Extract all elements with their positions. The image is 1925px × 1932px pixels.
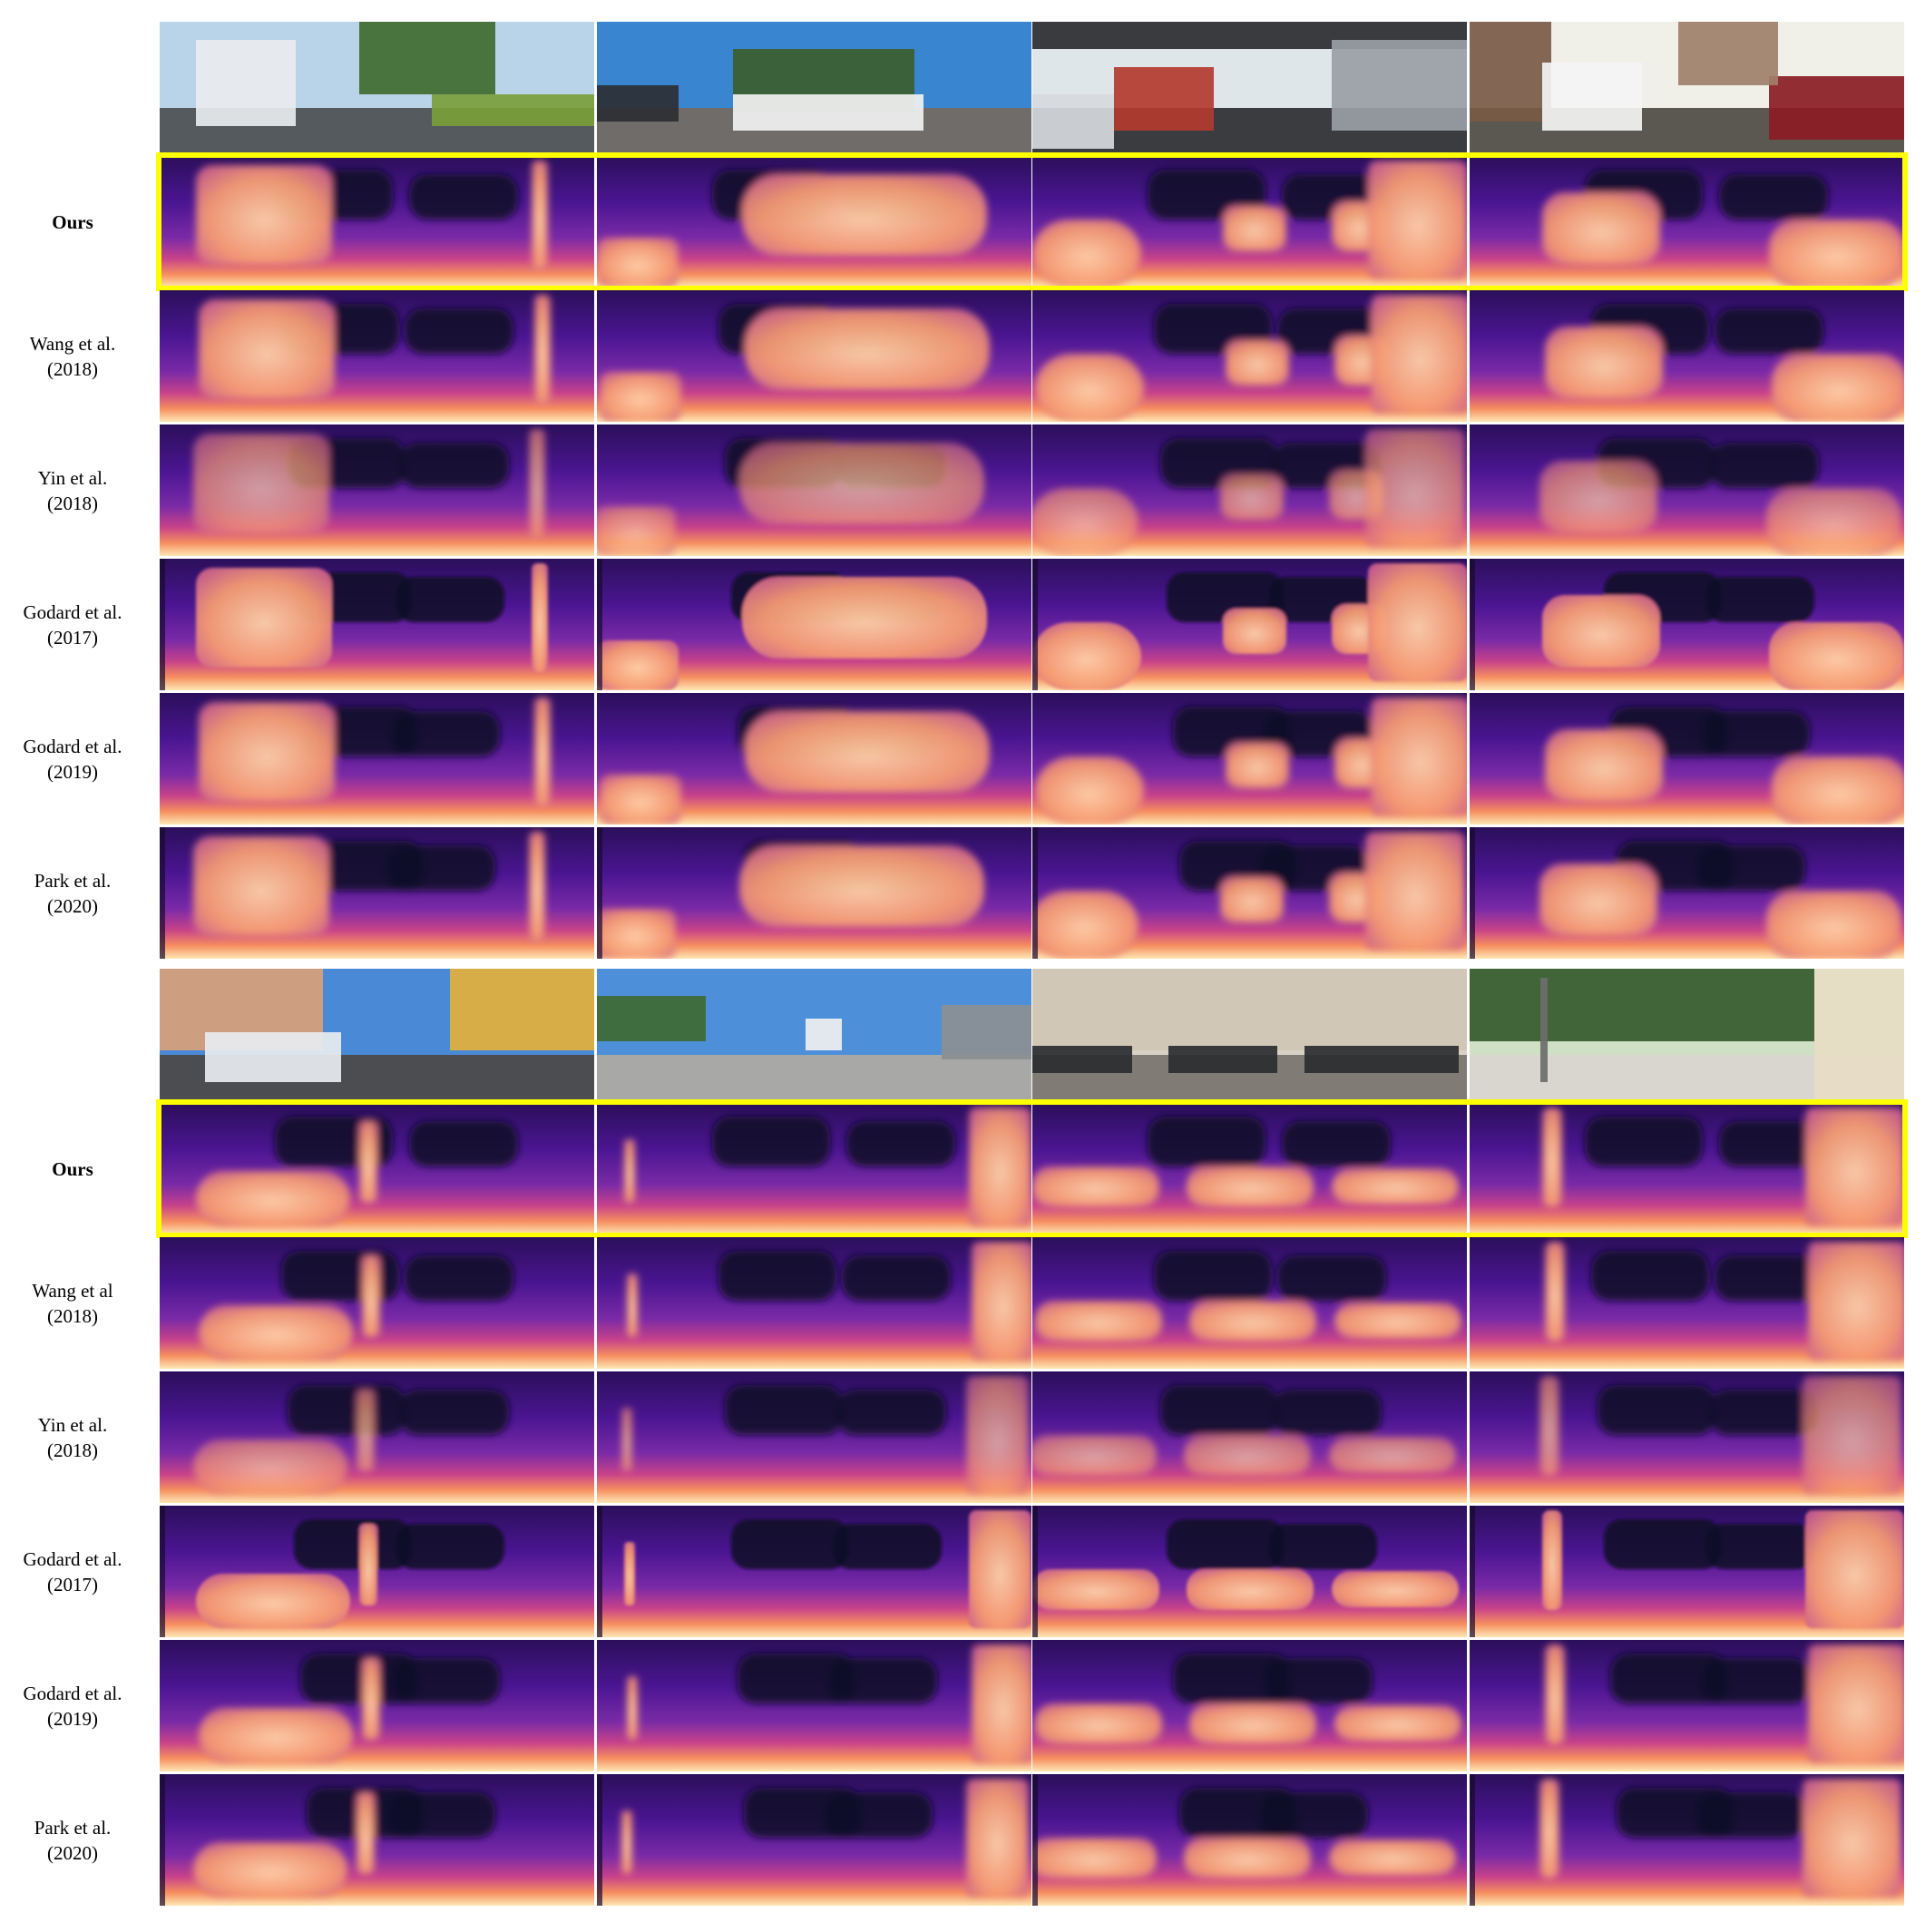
depth-map [160, 1506, 594, 1637]
row-label-line2: (2019) [47, 1707, 98, 1730]
depth-map [597, 693, 1031, 825]
depth-map [160, 156, 594, 288]
depth-map [597, 156, 1031, 288]
depth-map [1032, 559, 1467, 690]
row-label-line1: Ours [52, 1157, 93, 1180]
row-label-line1: Yin et al. [37, 466, 108, 489]
depth-map [160, 290, 594, 422]
depth-map [1032, 290, 1467, 422]
row-label-line1: Wang et al [32, 1279, 113, 1302]
depth-map [597, 290, 1031, 422]
row-label: Ours [0, 210, 145, 235]
depth-map [1470, 1103, 1904, 1234]
row-label-line2: (2018) [47, 492, 98, 514]
input-image [160, 969, 594, 1100]
depth-map [1032, 1371, 1467, 1503]
depth-map [1032, 1640, 1467, 1771]
depth-map [160, 1371, 594, 1503]
depth-map [1470, 1774, 1904, 1906]
depth-map [1032, 1506, 1467, 1637]
input-image [597, 22, 1031, 153]
depth-map [1470, 827, 1904, 959]
input-image [160, 22, 594, 153]
row-label: Godard et al. (2017) [0, 1547, 145, 1597]
depth-map [597, 424, 1031, 556]
input-image [1032, 969, 1467, 1100]
row-label-line2: (2017) [47, 626, 98, 649]
depth-map [597, 1371, 1031, 1503]
depth-map [1032, 1103, 1467, 1234]
depth-map [1470, 693, 1904, 825]
row-label-line1: Godard et al. [23, 1547, 122, 1570]
row-label-line1: Ours [52, 210, 93, 233]
depth-map [160, 1237, 594, 1369]
depth-map [1470, 156, 1904, 288]
depth-map [1470, 1506, 1904, 1637]
depth-map [1032, 827, 1467, 959]
row-label-line1: Godard et al. [23, 600, 122, 623]
row-label-line1: Wang et al. [29, 332, 116, 355]
depth-map [160, 1103, 594, 1234]
depth-map [1470, 1371, 1904, 1503]
depth-map [1032, 424, 1467, 556]
depth-map [160, 1640, 594, 1771]
row-label: Godard et al. (2019) [0, 1681, 145, 1732]
depth-map [160, 693, 594, 825]
row-label-line2: (2017) [47, 1573, 98, 1595]
depth-map [1470, 559, 1904, 690]
row-label: Wang et al. (2018) [0, 331, 145, 382]
row-label-line2: (2020) [47, 894, 98, 917]
depth-map [160, 559, 594, 690]
row-label: Godard et al. (2019) [0, 734, 145, 785]
depth-map [597, 827, 1031, 959]
row-label-line1: Yin et al. [37, 1413, 108, 1436]
row-label-line1: Godard et al. [23, 1682, 122, 1704]
depth-map [597, 1506, 1031, 1637]
row-label-line2: (2020) [47, 1841, 98, 1864]
depth-map [1470, 424, 1904, 556]
depth-map [160, 1774, 594, 1906]
row-label-line2: (2018) [47, 1439, 98, 1461]
row-label: Yin et al. (2018) [0, 465, 145, 516]
row-label: Godard et al. (2017) [0, 600, 145, 650]
depth-map [597, 559, 1031, 690]
depth-map [1032, 1774, 1467, 1906]
row-label-line1: Godard et al. [23, 735, 122, 757]
input-image [1470, 969, 1904, 1100]
depth-map [597, 1774, 1031, 1906]
depth-map [1032, 693, 1467, 825]
row-label: Ours [0, 1156, 145, 1182]
depth-map [1032, 1237, 1467, 1369]
depth-map [597, 1237, 1031, 1369]
row-label-line2: (2018) [47, 357, 98, 380]
row-label: Park et al. (2020) [0, 1815, 145, 1866]
depth-map [1470, 1640, 1904, 1771]
depth-map [1470, 290, 1904, 422]
depth-map [597, 1103, 1031, 1234]
input-image [1470, 22, 1904, 153]
input-image [597, 969, 1031, 1100]
row-label-line1: Park et al. [34, 869, 112, 892]
input-image [1032, 22, 1467, 153]
row-label: Yin et al. (2018) [0, 1412, 145, 1463]
row-label: Park et al. (2020) [0, 868, 145, 919]
depth-map [160, 827, 594, 959]
depth-map [1470, 1237, 1904, 1369]
depth-map [1032, 156, 1467, 288]
depth-map [160, 424, 594, 556]
row-label: Wang et al (2018) [0, 1278, 145, 1329]
row-label-line2: (2019) [47, 760, 98, 783]
row-label-line1: Park et al. [34, 1816, 112, 1839]
depth-map [597, 1640, 1031, 1771]
row-label-line2: (2018) [47, 1304, 98, 1327]
